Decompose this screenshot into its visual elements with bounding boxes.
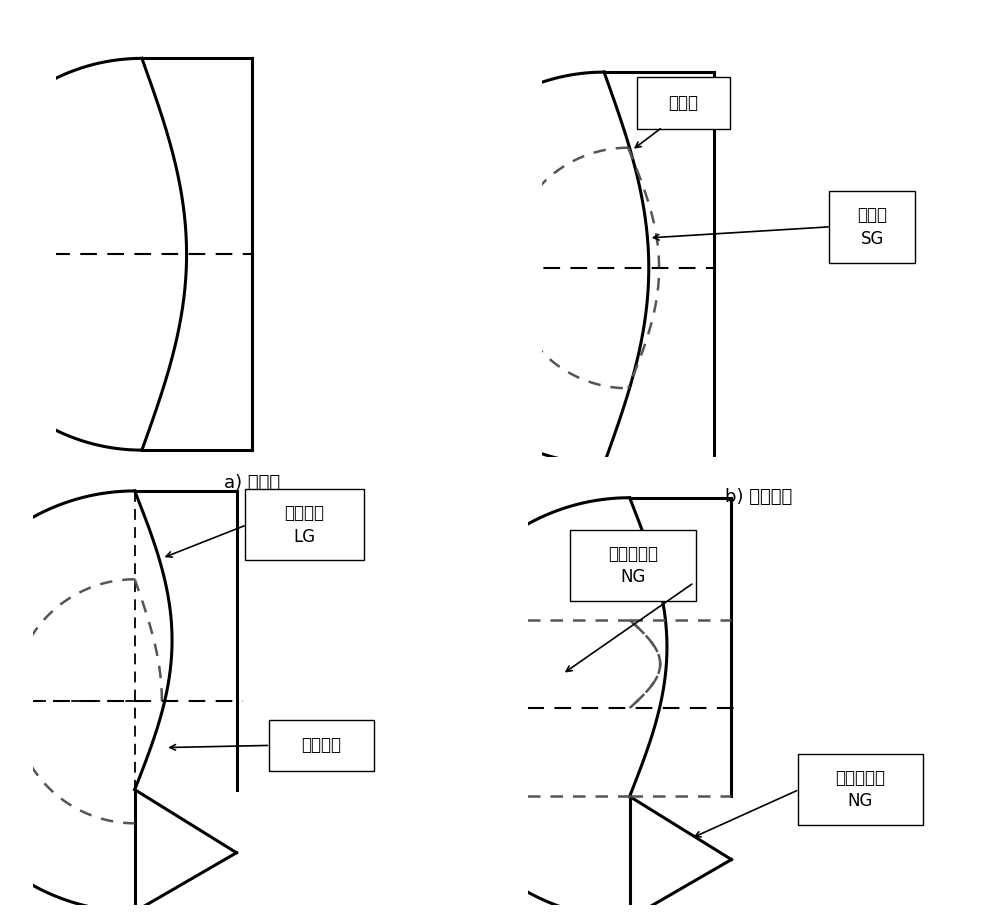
Text: 外网格: 外网格 [668, 94, 698, 112]
Text: 内网格
SG: 内网格 SG [857, 206, 887, 248]
FancyBboxPatch shape [829, 191, 915, 263]
FancyBboxPatch shape [269, 720, 374, 771]
FancyBboxPatch shape [798, 754, 923, 825]
Text: a) 八分体: a) 八分体 [224, 474, 280, 492]
Text: b) 径向剖分: b) 径向剖分 [725, 488, 792, 506]
Text: 外上网格
LG: 外上网格 LG [284, 504, 324, 546]
FancyBboxPatch shape [637, 78, 730, 129]
Text: 外下网格: 外下网格 [301, 737, 341, 754]
Text: 外下右网格
NG: 外下右网格 NG [835, 769, 885, 811]
FancyBboxPatch shape [245, 489, 364, 560]
FancyBboxPatch shape [570, 530, 696, 601]
Text: 外下左网格
NG: 外下左网格 NG [608, 545, 658, 587]
